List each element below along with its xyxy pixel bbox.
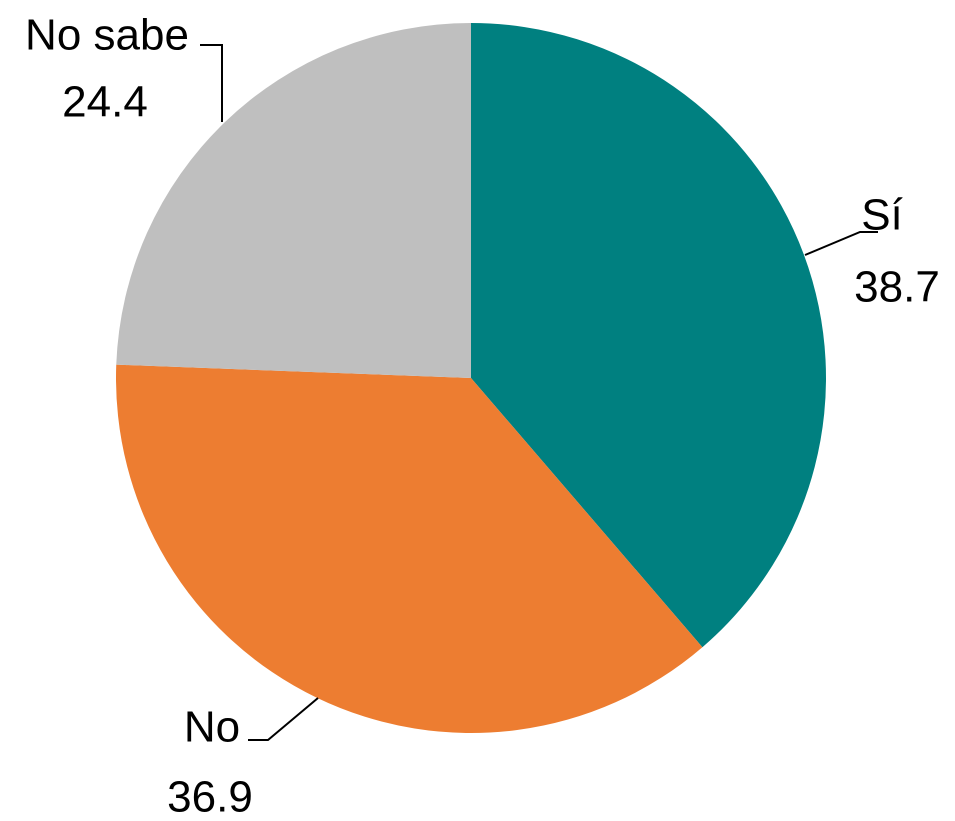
slice-value: 38.7	[854, 263, 940, 312]
slice-label: No sabe	[25, 11, 189, 60]
leader-line	[200, 44, 223, 122]
pie-slice	[116, 364, 703, 734]
slice-value: 24.4	[62, 78, 148, 127]
slice-label: No	[184, 703, 240, 752]
leader-line	[804, 231, 878, 256]
pie-slice	[471, 23, 827, 648]
slice-label: Sí	[861, 191, 903, 240]
slice-value: 36.9	[167, 773, 253, 821]
leader-line	[248, 697, 319, 741]
pie-slice	[116, 23, 472, 378]
